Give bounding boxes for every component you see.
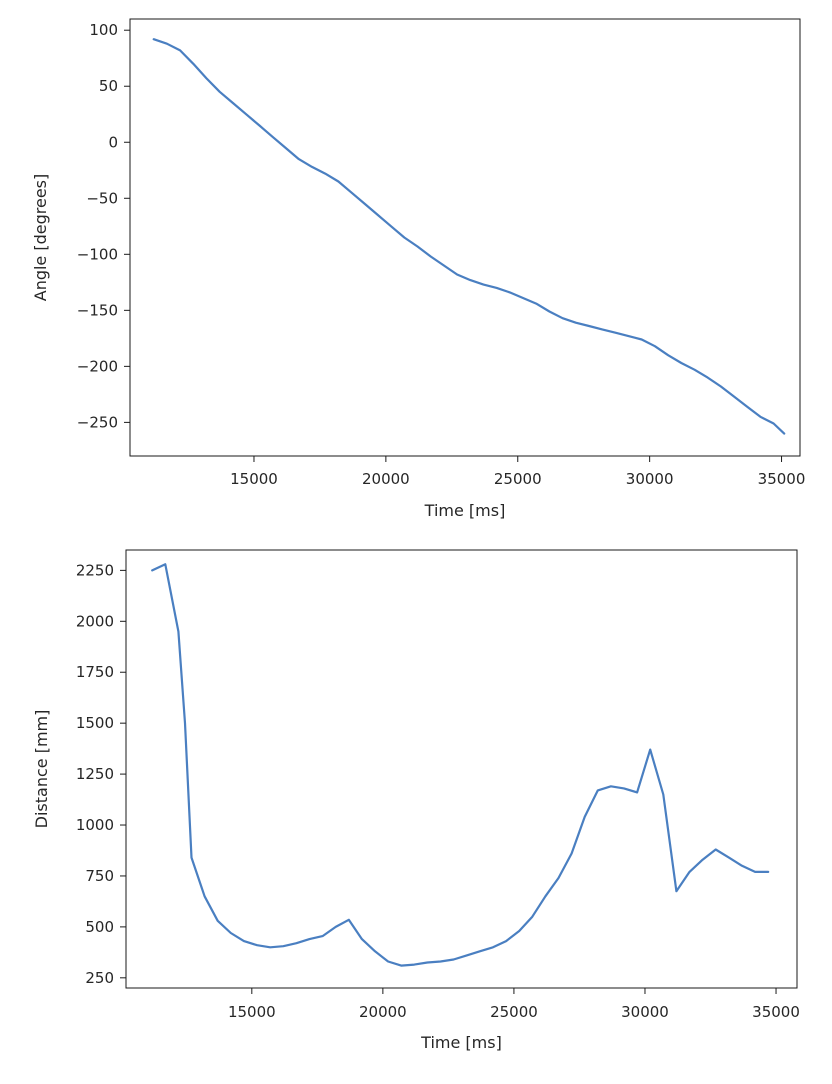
distance-chart: 15000 20000 25000 30000 35000 2250 2000 1750 150… xyxy=(32,549,800,1052)
x-axis-label: Time [ms] xyxy=(424,501,506,520)
x-axis-label: Time [ms] xyxy=(420,1033,502,1052)
x-tick-label: 15000 xyxy=(230,470,278,488)
x-tick-label: 25000 xyxy=(494,470,542,488)
y-tick-label: −200 xyxy=(77,357,118,375)
y-tick-label: 2250 xyxy=(76,561,114,579)
y-tick-label: 1000 xyxy=(76,816,114,834)
y-axis-label: Distance [mm] xyxy=(32,710,51,829)
y-tick-label: 2000 xyxy=(76,612,114,630)
x-tick-label: 30000 xyxy=(626,470,674,488)
x-tick-label: 30000 xyxy=(621,1003,669,1021)
y-tick-label: −50 xyxy=(86,189,118,207)
y-tick-label: 1250 xyxy=(76,765,114,783)
y-tick-label: −150 xyxy=(77,301,118,319)
y-tick-label: 250 xyxy=(85,969,114,987)
angle-chart: 15000 20000 25000 30000 35000 100 50 0 −50 −100 −1… xyxy=(31,18,806,520)
y-tick-label: 500 xyxy=(85,918,114,936)
x-tick-label: 15000 xyxy=(228,1003,276,1021)
y-tick-label: 100 xyxy=(89,21,118,39)
x-tick-label: 35000 xyxy=(752,1003,800,1021)
plot-frame xyxy=(125,549,798,989)
y-tick-label: 0 xyxy=(108,133,118,151)
y-tick-label: 1750 xyxy=(76,663,114,681)
x-tick-label: 25000 xyxy=(490,1003,538,1021)
x-tick-label: 20000 xyxy=(362,470,410,488)
y-axis-label: Angle [degrees] xyxy=(31,174,50,302)
plot-frame xyxy=(129,18,801,457)
y-tick-label: 50 xyxy=(99,77,118,95)
y-tick-label: 1500 xyxy=(76,714,114,732)
y-tick-label: 750 xyxy=(85,867,114,885)
x-tick-label: 20000 xyxy=(359,1003,407,1021)
x-tick-label: 35000 xyxy=(758,470,806,488)
series-line xyxy=(152,38,786,435)
y-tick-label: −100 xyxy=(77,245,118,263)
y-tick-label: −250 xyxy=(77,413,118,431)
series-line xyxy=(151,563,770,967)
